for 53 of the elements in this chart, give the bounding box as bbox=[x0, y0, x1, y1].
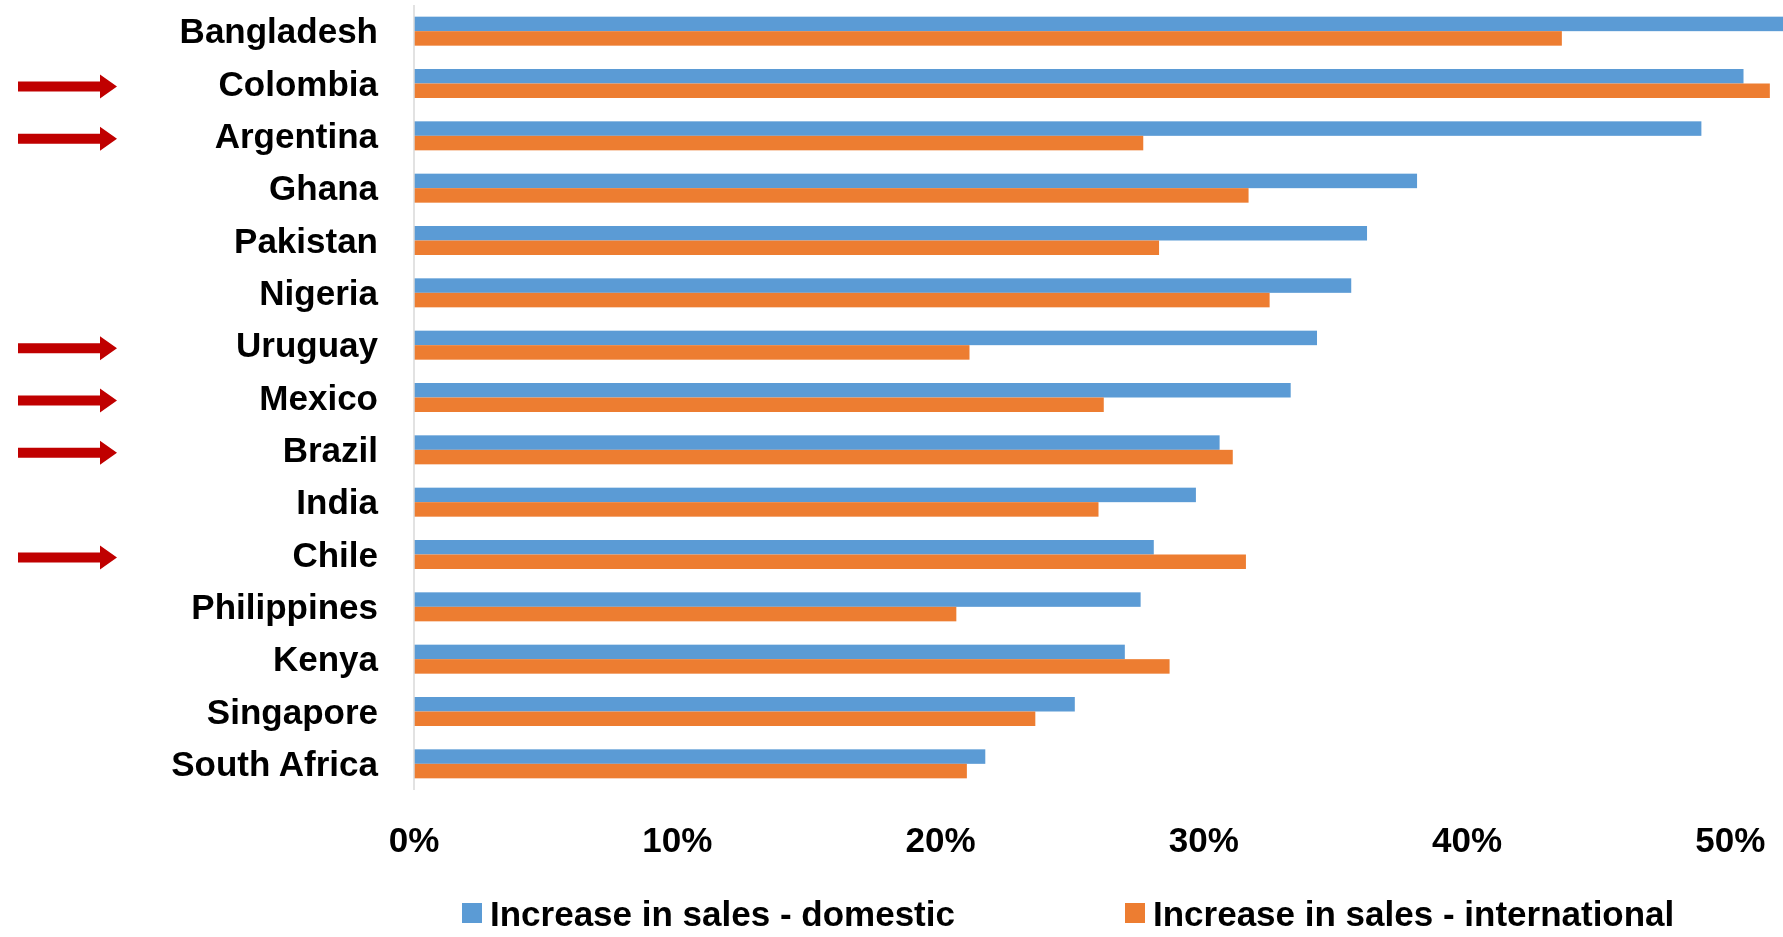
bar bbox=[414, 697, 1075, 712]
y-tick-label: Colombia bbox=[218, 63, 379, 103]
y-tick-label: Singapore bbox=[206, 691, 378, 731]
bar bbox=[414, 644, 1125, 660]
bar bbox=[414, 435, 1220, 450]
x-tick-label: 50% bbox=[1695, 820, 1766, 860]
bar bbox=[414, 540, 1154, 555]
y-tick-label: Philippines bbox=[191, 587, 378, 627]
bar bbox=[414, 31, 1562, 46]
bar bbox=[414, 345, 970, 360]
bar bbox=[414, 502, 1099, 517]
legend-label: Increase in sales - international bbox=[1153, 894, 1675, 934]
bar bbox=[414, 16, 1783, 32]
bar bbox=[414, 121, 1702, 136]
y-tick-label: Mexico bbox=[259, 377, 378, 417]
y-tick-label: India bbox=[296, 482, 379, 522]
y-tick-label: Uruguay bbox=[236, 325, 379, 365]
bar bbox=[414, 69, 1744, 84]
bar bbox=[414, 711, 1036, 726]
y-tick-label: Ghana bbox=[269, 168, 379, 208]
x-tick-label: 30% bbox=[1168, 820, 1239, 860]
bar bbox=[414, 292, 1270, 308]
bar bbox=[414, 278, 1352, 293]
bar bbox=[414, 487, 1196, 503]
bar bbox=[414, 763, 967, 779]
bar bbox=[414, 397, 1104, 412]
bar bbox=[414, 449, 1233, 465]
bar bbox=[414, 606, 957, 622]
bar bbox=[414, 173, 1418, 189]
y-tick-label: Chile bbox=[292, 534, 378, 574]
bar bbox=[414, 83, 1770, 98]
x-tick-label: 0% bbox=[388, 820, 440, 860]
bar bbox=[414, 383, 1291, 398]
y-tick-label: Nigeria bbox=[259, 273, 379, 313]
y-tick-label: Kenya bbox=[272, 639, 379, 679]
bar bbox=[414, 188, 1249, 203]
bar bbox=[414, 135, 1144, 151]
bar bbox=[414, 659, 1170, 674]
legend-label: Increase in sales - domestic bbox=[490, 894, 955, 934]
x-tick-label: 20% bbox=[905, 820, 976, 860]
bar bbox=[414, 749, 986, 764]
bar bbox=[414, 330, 1318, 346]
y-tick-label: South Africa bbox=[171, 744, 379, 784]
y-tick-label: Argentina bbox=[214, 116, 379, 156]
x-tick-label: 10% bbox=[642, 820, 713, 860]
y-tick-label: Pakistan bbox=[234, 220, 378, 260]
bar bbox=[414, 554, 1246, 569]
y-tick-label: Bangladesh bbox=[179, 11, 378, 51]
y-tick-label: Brazil bbox=[282, 430, 378, 470]
x-tick-label: 40% bbox=[1432, 820, 1503, 860]
bar bbox=[414, 592, 1141, 607]
bar bbox=[414, 226, 1368, 241]
bar bbox=[414, 240, 1160, 255]
